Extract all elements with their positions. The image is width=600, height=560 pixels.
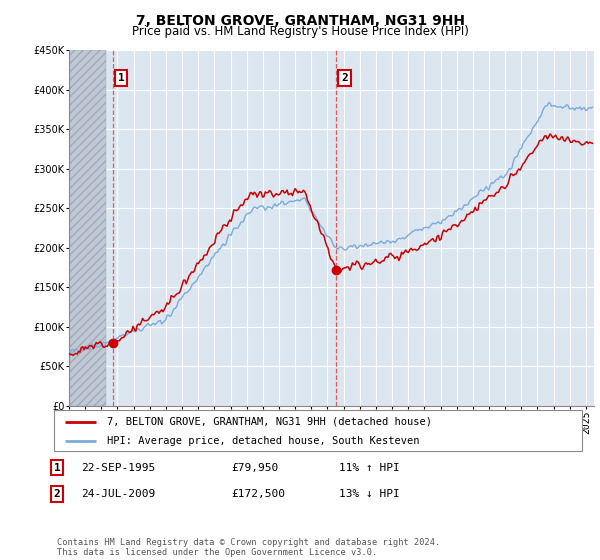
Text: 7, BELTON GROVE, GRANTHAM, NG31 9HH: 7, BELTON GROVE, GRANTHAM, NG31 9HH bbox=[136, 14, 464, 28]
Text: 1: 1 bbox=[118, 73, 124, 83]
Text: 7, BELTON GROVE, GRANTHAM, NG31 9HH (detached house): 7, BELTON GROVE, GRANTHAM, NG31 9HH (det… bbox=[107, 417, 432, 427]
Text: 2: 2 bbox=[53, 489, 61, 499]
Text: £79,950: £79,950 bbox=[231, 463, 278, 473]
Text: 2: 2 bbox=[341, 73, 348, 83]
Bar bbox=[69, 50, 106, 406]
FancyBboxPatch shape bbox=[54, 410, 582, 451]
Text: HPI: Average price, detached house, South Kesteven: HPI: Average price, detached house, Sout… bbox=[107, 436, 419, 446]
Text: 13% ↓ HPI: 13% ↓ HPI bbox=[339, 489, 400, 499]
Text: 24-JUL-2009: 24-JUL-2009 bbox=[81, 489, 155, 499]
Text: Price paid vs. HM Land Registry's House Price Index (HPI): Price paid vs. HM Land Registry's House … bbox=[131, 25, 469, 38]
Text: 22-SEP-1995: 22-SEP-1995 bbox=[81, 463, 155, 473]
Text: Contains HM Land Registry data © Crown copyright and database right 2024.
This d: Contains HM Land Registry data © Crown c… bbox=[57, 538, 440, 557]
Text: £172,500: £172,500 bbox=[231, 489, 285, 499]
Text: 1: 1 bbox=[53, 463, 61, 473]
Text: 11% ↑ HPI: 11% ↑ HPI bbox=[339, 463, 400, 473]
